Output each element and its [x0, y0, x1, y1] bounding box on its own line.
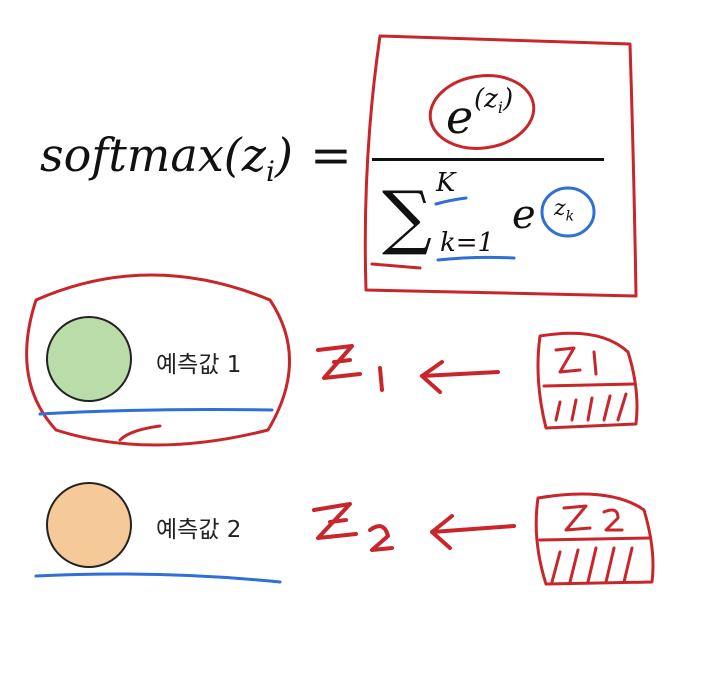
blue-circle-denominator: [540, 186, 596, 238]
lhs-subscript: i: [265, 155, 275, 189]
sum-symbol: ∑: [382, 176, 432, 258]
blue-underline-prediction-2: [34, 572, 282, 584]
numerator-base: e: [446, 90, 474, 144]
prediction-1-label: 예측값 1: [156, 352, 242, 378]
arrow-1: [420, 360, 500, 394]
handwritten-box-1: [536, 331, 639, 430]
handwritten-box-2: [534, 492, 655, 586]
red-ellipse-numerator: [428, 74, 536, 150]
prediction-1-circle: [46, 316, 132, 402]
formula-lhs: softmax(zi): [40, 128, 293, 189]
blue-underline-k-upper: [434, 196, 468, 206]
prediction-2-label: 예측값 2: [156, 517, 242, 543]
red-tail-prediction-1: [118, 424, 162, 442]
blue-underline-prediction-1: [38, 408, 274, 416]
handwritten-z1: [316, 344, 384, 392]
denominator-exponent: zk: [554, 196, 575, 225]
fraction-bar: [372, 158, 604, 161]
sum-lower-limit: k=1: [440, 228, 495, 258]
red-box-fraction: [363, 34, 638, 298]
sum-upper-limit: K: [436, 168, 456, 198]
numerator-exponent: (zi): [474, 84, 514, 118]
red-underline-sigma: [370, 262, 422, 270]
equals-sign: =: [310, 126, 352, 184]
red-ellipse-prediction-1: [25, 273, 291, 447]
prediction-2-circle: [46, 482, 132, 568]
handwritten-z2: [312, 502, 394, 552]
arrow-2: [430, 514, 516, 550]
blue-underline-k-lower: [436, 255, 516, 262]
denominator-base: e: [512, 192, 536, 238]
